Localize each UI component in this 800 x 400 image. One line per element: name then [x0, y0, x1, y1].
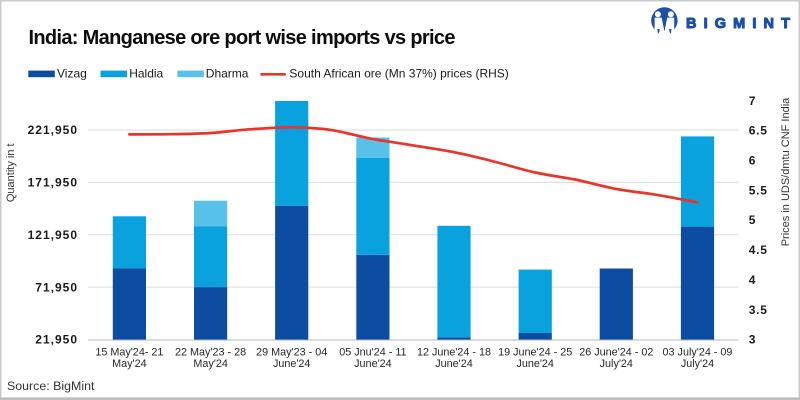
svg-text:June'24: June'24 [435, 358, 472, 370]
svg-text:June'24: June'24 [273, 358, 310, 370]
svg-text:Vizag: Vizag [57, 66, 87, 80]
svg-text:22 May'23 - 28: 22 May'23 - 28 [175, 347, 246, 359]
svg-text:June'24: June'24 [516, 358, 553, 370]
svg-text:Quantity in t: Quantity in t [5, 143, 17, 202]
svg-text:May'24: May'24 [112, 358, 146, 370]
svg-text:171,950: 171,950 [28, 176, 78, 190]
svg-text:26 June'24 - 02: 26 June'24 - 02 [579, 347, 653, 359]
svg-text:221,950: 221,950 [28, 123, 78, 137]
svg-text:July'24: July'24 [681, 358, 714, 370]
svg-text:June'24: June'24 [354, 358, 391, 370]
svg-text:4: 4 [749, 273, 756, 287]
svg-text:15 May'24- 21: 15 May'24- 21 [95, 347, 163, 359]
svg-text:12 June'24 - 18: 12 June'24 - 18 [417, 347, 491, 359]
svg-text:5.5: 5.5 [749, 183, 768, 197]
svg-text:Source: BigMint: Source: BigMint [7, 379, 95, 393]
svg-text:South African ore (Mn 37%) pri: South African ore (Mn 37%) prices (RHS) [289, 66, 508, 80]
svg-text:July'24: July'24 [600, 358, 633, 370]
svg-text:05 Jnu'24 - 11: 05 Jnu'24 - 11 [339, 347, 406, 359]
svg-text:6.5: 6.5 [749, 124, 768, 138]
svg-text:7: 7 [749, 94, 756, 108]
svg-text:29 May'23 - 04: 29 May'23 - 04 [256, 347, 327, 359]
svg-text:Prices in UDS/dmtu CNF India: Prices in UDS/dmtu CNF India [780, 97, 792, 246]
svg-text:21,950: 21,950 [35, 333, 78, 347]
svg-text:May'24: May'24 [193, 358, 227, 370]
svg-text:3: 3 [749, 333, 756, 347]
svg-text:03 July'24 - 09: 03 July'24 - 09 [663, 347, 733, 359]
svg-text:5: 5 [749, 213, 756, 227]
svg-text:6: 6 [749, 154, 756, 168]
svg-text:19 June'24 - 25: 19 June'24 - 25 [498, 347, 572, 359]
svg-text:121,950: 121,950 [28, 228, 78, 242]
svg-text:4.5: 4.5 [749, 243, 768, 257]
svg-text:Dharma: Dharma [206, 66, 249, 80]
svg-text:Haldia: Haldia [129, 66, 163, 80]
svg-text:71,950: 71,950 [35, 280, 78, 294]
svg-text:India: Manganese ore port wise: India: Manganese ore port wise imports v… [29, 27, 456, 49]
svg-text:3.5: 3.5 [749, 303, 768, 317]
